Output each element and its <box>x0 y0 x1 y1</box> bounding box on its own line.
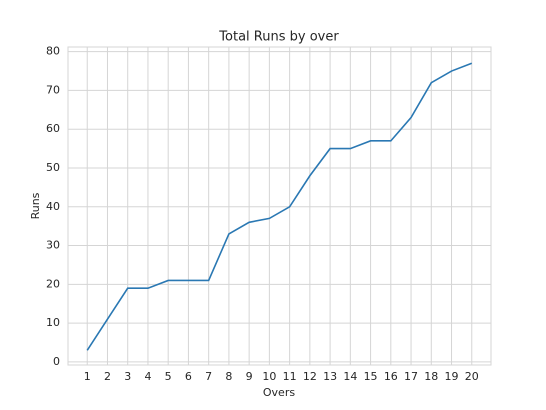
x-tick-label: 12 <box>303 370 317 383</box>
y-tick-label: 30 <box>46 239 60 252</box>
chart-title: Total Runs by over <box>218 30 339 45</box>
x-tick-label: 4 <box>144 370 151 383</box>
x-tick-label: 13 <box>323 370 337 383</box>
x-tick-label: 10 <box>262 370 276 383</box>
y-tick-label: 10 <box>46 316 60 329</box>
x-tick-label: 19 <box>445 370 459 383</box>
x-tick-label: 11 <box>283 370 297 383</box>
x-tick-label: 8 <box>225 370 232 383</box>
x-tick-label: 18 <box>424 370 438 383</box>
y-tick-label: 60 <box>46 122 60 135</box>
x-tick-label: 16 <box>384 370 398 383</box>
x-tick-label: 15 <box>364 370 378 383</box>
x-axis-label: Overs <box>263 386 295 399</box>
x-tick-label: 7 <box>205 370 212 383</box>
x-tick-label: 17 <box>404 370 418 383</box>
x-tick-label: 3 <box>124 370 131 383</box>
data-line <box>86 62 473 351</box>
y-tick-label: 0 <box>53 355 60 368</box>
y-tick-label: 80 <box>46 45 60 58</box>
x-tick-label: 6 <box>185 370 192 383</box>
y-tick-label: 20 <box>46 277 60 290</box>
x-tick-label: 20 <box>465 370 479 383</box>
x-tick-label: 14 <box>343 370 357 383</box>
x-tick-label: 5 <box>165 370 172 383</box>
y-axis-label: Runs <box>29 192 42 219</box>
x-tick-label: 1 <box>84 370 91 383</box>
x-tick-label: 2 <box>104 370 111 383</box>
x-tick-label: 9 <box>246 370 253 383</box>
y-tick-label: 70 <box>46 83 60 96</box>
y-tick-label: 40 <box>46 200 60 213</box>
y-tick-label: 50 <box>46 161 60 174</box>
plot-frame <box>67 46 492 366</box>
